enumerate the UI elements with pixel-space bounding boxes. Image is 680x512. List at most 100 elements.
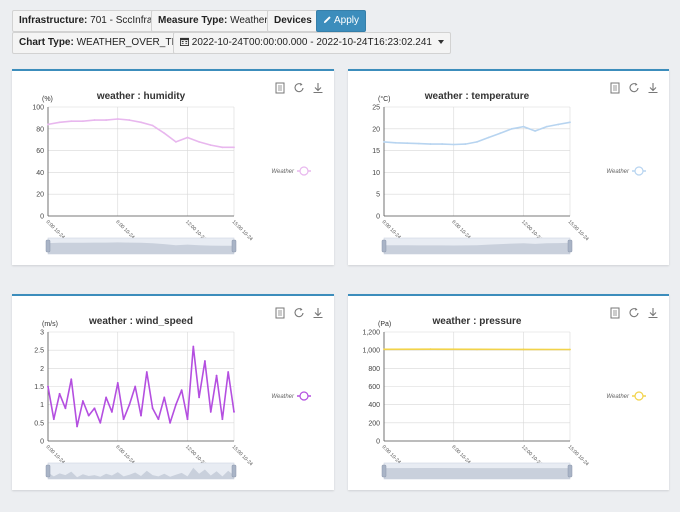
data-point <box>522 348 525 351</box>
chart-title: weather : temperature <box>424 91 530 102</box>
zoom-handle[interactable] <box>231 464 237 478</box>
data-point <box>47 123 49 126</box>
infrastructure-value: 701 - SccInfra <box>90 15 153 26</box>
data-point <box>163 132 166 135</box>
download-icon[interactable] <box>312 306 324 319</box>
download-icon[interactable] <box>647 81 659 94</box>
data-point <box>180 389 183 392</box>
data-point <box>87 414 90 417</box>
download-icon[interactable] <box>647 306 659 319</box>
y-axis-unit: (m/s) <box>42 321 58 328</box>
infrastructure-dropdown[interactable]: Infrastructure: 701 - SccInfra <box>12 10 172 32</box>
zoom-handle[interactable] <box>381 464 387 478</box>
legend-marker[interactable] <box>634 391 644 401</box>
data-point <box>174 403 177 406</box>
data-point <box>186 418 189 421</box>
data-point <box>452 143 455 146</box>
refresh-icon[interactable] <box>628 306 640 318</box>
data-point <box>209 411 212 413</box>
zoom-handle[interactable] <box>381 239 387 253</box>
data-point <box>140 414 142 417</box>
y-tick-label: 5 <box>376 192 380 199</box>
legend-marker[interactable] <box>299 391 309 401</box>
y-tick-label: 200 <box>368 420 380 427</box>
data-point <box>151 124 154 127</box>
y-tick-label: 1,200 <box>362 330 380 337</box>
document-icon[interactable] <box>274 306 286 319</box>
document-icon[interactable] <box>609 306 621 319</box>
data-point <box>128 403 131 406</box>
y-tick-label: 400 <box>368 402 380 409</box>
chart-title: weather : humidity <box>96 91 186 102</box>
devices-button[interactable]: Devices <box>267 10 319 32</box>
y-tick-label: 1,000 <box>362 348 380 355</box>
date-range-picker[interactable]: 2022-10-24T00:00:00.000 - 2022-10-24T16:… <box>173 32 451 54</box>
data-point <box>221 146 224 149</box>
data-point <box>111 411 113 413</box>
panel-toolbox <box>609 81 659 94</box>
data-point <box>70 120 73 123</box>
legend-label: Weather <box>606 169 630 175</box>
data-point <box>81 120 84 123</box>
data-point <box>134 385 137 388</box>
x-tick-label: 6:00 10-24 <box>114 219 135 240</box>
data-point <box>145 371 148 373</box>
measure-type-dropdown[interactable]: Measure Type: Weather <box>151 10 287 32</box>
data-point <box>174 140 177 143</box>
chart-type-dropdown[interactable]: Chart Type: WEATHER_OVER_TIME <box>12 32 208 54</box>
zoom-handle[interactable] <box>567 239 573 253</box>
data-point <box>221 418 224 421</box>
download-icon[interactable] <box>312 81 324 94</box>
devices-label: Devices <box>274 15 312 26</box>
zoom-preview-area <box>48 467 234 479</box>
data-point <box>569 121 571 124</box>
data-point <box>534 130 537 132</box>
data-point <box>58 121 61 124</box>
y-tick-label: 0 <box>40 214 44 221</box>
chart-title: weather : wind_speed <box>88 316 193 327</box>
data-point <box>93 407 96 410</box>
legend-marker[interactable] <box>299 166 309 176</box>
temperature-panel: weather : temperature (°C) 25 20 15 10 5 0 0:00 … <box>348 69 669 265</box>
y-tick-label: 0 <box>376 214 380 221</box>
zoom-preview-area <box>48 242 234 254</box>
zoom-handle[interactable] <box>45 464 51 478</box>
data-point <box>383 140 385 143</box>
legend-marker[interactable] <box>634 166 644 176</box>
document-icon[interactable] <box>274 81 286 94</box>
chart-type-label: Chart Type: <box>19 37 74 48</box>
calendar-icon <box>180 37 189 46</box>
data-point <box>510 127 513 130</box>
document-icon[interactable] <box>609 81 621 94</box>
zoom-handle[interactable] <box>567 464 573 478</box>
refresh-icon[interactable] <box>628 81 640 93</box>
zoom-handle[interactable] <box>45 239 51 253</box>
caret-down-icon <box>437 40 444 45</box>
panel-toolbox <box>274 306 324 319</box>
data-point <box>227 371 230 373</box>
panel-toolbox <box>609 306 659 319</box>
refresh-icon[interactable] <box>293 81 305 93</box>
measure-type-label: Measure Type: <box>158 15 228 26</box>
data-point <box>441 143 444 145</box>
data-point <box>429 348 432 351</box>
data-point <box>233 146 235 149</box>
data-point <box>64 407 67 410</box>
apply-button[interactable]: Apply <box>316 10 367 32</box>
pressure-chart: weather : pressure (Pa) 1,200 1,000 800 600 40… <box>362 316 646 480</box>
infrastructure-label: Infrastructure: <box>19 15 88 26</box>
data-point <box>557 123 560 126</box>
refresh-icon[interactable] <box>293 306 305 318</box>
data-point <box>116 118 119 120</box>
y-tick-label: 2.5 <box>34 348 44 355</box>
data-point <box>198 396 201 399</box>
y-tick-label: 15 <box>372 148 380 155</box>
data-point <box>52 418 55 421</box>
data-point <box>157 418 160 421</box>
y-tick-label: 600 <box>368 384 380 391</box>
data-point <box>499 132 502 135</box>
legend-label: Weather <box>606 394 630 400</box>
zoom-handle[interactable] <box>231 239 237 253</box>
y-tick-label: 100 <box>32 105 44 112</box>
y-tick-label: 20 <box>372 126 380 133</box>
